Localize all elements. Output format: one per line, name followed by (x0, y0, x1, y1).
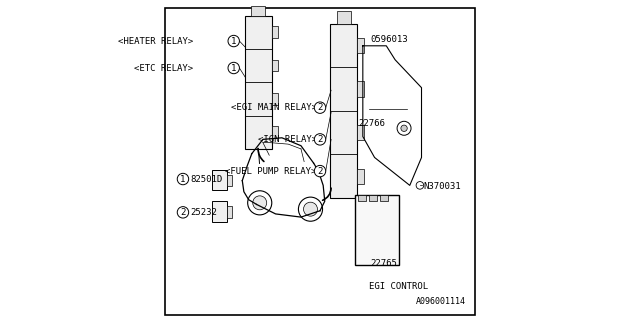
Text: 22766: 22766 (358, 119, 385, 128)
Bar (271, 93, 278, 105)
Bar (357, 81, 364, 97)
Bar (337, 12, 351, 24)
Circle shape (416, 181, 424, 189)
Text: 2: 2 (180, 208, 186, 217)
Bar (355, 195, 399, 265)
Circle shape (253, 196, 267, 210)
Text: 2: 2 (317, 135, 323, 144)
Bar (244, 16, 271, 149)
Circle shape (248, 191, 272, 215)
Bar (252, 6, 265, 16)
Bar (271, 60, 278, 71)
Circle shape (298, 197, 323, 221)
Bar (271, 27, 278, 38)
Text: 1: 1 (180, 174, 186, 184)
Bar (357, 125, 364, 140)
Bar (357, 38, 364, 53)
Bar (211, 201, 227, 222)
Bar (358, 195, 366, 201)
Text: 25232: 25232 (190, 208, 217, 217)
FancyArrowPatch shape (323, 188, 331, 200)
FancyArrowPatch shape (258, 148, 264, 162)
Text: <FUEL PUMP RELAY>: <FUEL PUMP RELAY> (225, 167, 317, 176)
Bar (330, 24, 357, 198)
Text: <HEATER RELAY>: <HEATER RELAY> (118, 36, 193, 45)
Bar (380, 195, 388, 201)
Circle shape (177, 173, 189, 185)
Text: N370031: N370031 (423, 182, 461, 191)
Text: 22765: 22765 (371, 259, 397, 268)
Circle shape (228, 62, 239, 74)
Text: 82501D: 82501D (190, 174, 222, 184)
Text: 2: 2 (317, 103, 323, 112)
Bar (357, 169, 364, 184)
Circle shape (228, 35, 239, 47)
Circle shape (303, 202, 317, 216)
Bar (227, 175, 232, 186)
Text: 0596013: 0596013 (371, 35, 408, 44)
Circle shape (401, 125, 407, 132)
Circle shape (397, 121, 411, 135)
Text: 1: 1 (231, 63, 236, 73)
Text: <ETC RELAY>: <ETC RELAY> (134, 63, 193, 73)
Text: EGI CONTROL: EGI CONTROL (369, 282, 428, 292)
Bar (271, 126, 278, 138)
Circle shape (314, 165, 326, 177)
Circle shape (177, 207, 189, 218)
Text: A096001114: A096001114 (416, 297, 466, 306)
Text: <EGI MAIN RELAY>: <EGI MAIN RELAY> (231, 103, 317, 112)
Text: <IGN RELAY>: <IGN RELAY> (258, 135, 317, 144)
Bar (211, 170, 227, 190)
Circle shape (314, 102, 326, 113)
Text: 1: 1 (231, 36, 236, 45)
Bar (227, 206, 232, 218)
Text: 2: 2 (317, 167, 323, 176)
Bar (369, 195, 377, 201)
Circle shape (314, 134, 326, 145)
